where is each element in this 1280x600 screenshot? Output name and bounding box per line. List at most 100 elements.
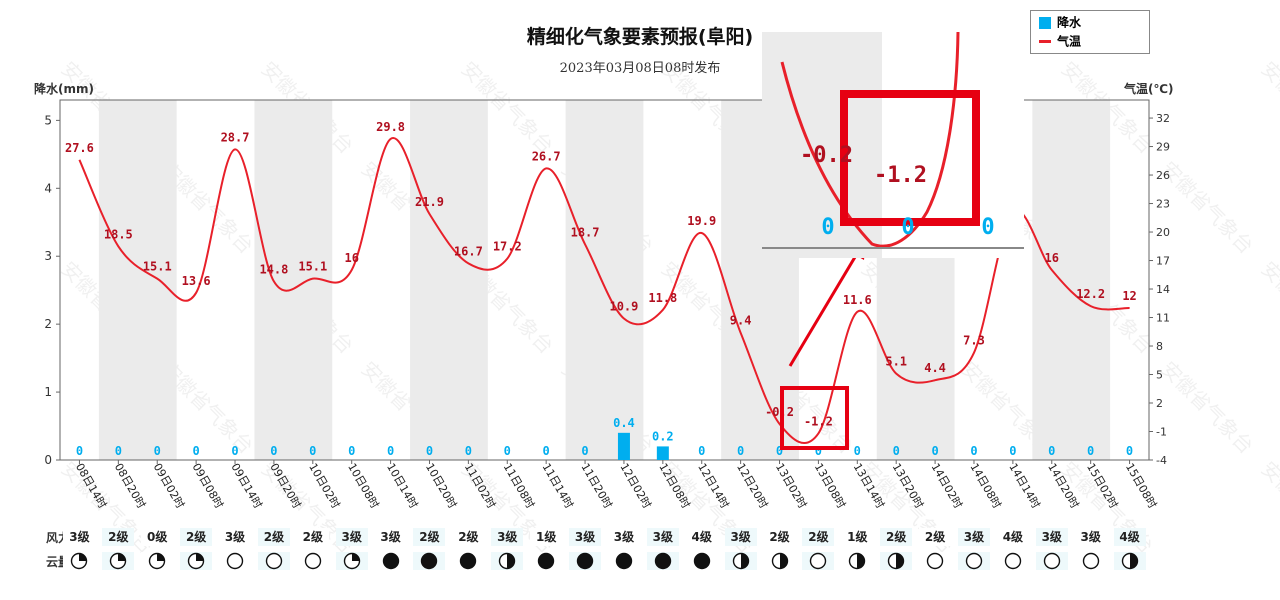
temp-label: 10.9: [609, 299, 638, 313]
wind-value: 4级: [996, 528, 1029, 546]
cloud-fill: [351, 553, 360, 561]
cloud-cover-icon: [841, 552, 874, 570]
watermark-text: 安徽省气象台: [1256, 57, 1280, 159]
cloud-fill: [896, 553, 904, 569]
temp-label: 11.6: [843, 293, 872, 307]
cloud-cover-icon: [335, 552, 368, 570]
cloud-cover-icon: [296, 552, 329, 570]
precip-label: 0: [231, 444, 238, 458]
precip-label: 0: [854, 444, 861, 458]
precip-label: 0: [931, 444, 938, 458]
cloud-cover-icon: [646, 552, 679, 570]
cloud-fill: [616, 553, 632, 569]
temp-label: 28.7: [221, 130, 250, 144]
wind-value: 3级: [335, 528, 368, 546]
right-tick-label: 14: [1156, 283, 1170, 296]
cloud-circle: [1082, 552, 1099, 570]
right-tick-label: 23: [1156, 198, 1170, 211]
x-tick-label: 14日14时: [1006, 461, 1042, 511]
cloud-circle: [304, 552, 321, 570]
temp-label: 21.9: [415, 195, 444, 209]
right-axis-title: 气温(℃): [1124, 82, 1174, 96]
x-tick-label: 15日08时: [1123, 461, 1159, 511]
temp-label: 19.9: [687, 214, 716, 228]
temp-label: 18.7: [571, 225, 600, 239]
arrow-shaft: [788, 251, 860, 367]
cloud-circle: [810, 552, 827, 570]
x-tick-label: 12日02时: [617, 461, 653, 511]
x-tick-label: 10日20时: [423, 461, 459, 511]
temp-label: 15.1: [143, 260, 172, 274]
precip-label: 0: [115, 444, 122, 458]
inset-precip-label: 0: [821, 215, 834, 240]
precip-label: 0: [815, 444, 822, 458]
temp-label: -1.2: [804, 414, 833, 428]
wind-value: 3级: [569, 528, 602, 546]
cloud-cover-icon: [257, 552, 290, 570]
cloud-cover-icon: [1113, 552, 1146, 570]
precip-label: 0: [76, 444, 83, 458]
left-tick-label: 4: [44, 181, 52, 195]
legend-item-temp[interactable]: 气温: [1039, 33, 1081, 49]
right-tick-label: 2: [1156, 397, 1163, 410]
night-band: [98, 100, 177, 460]
legend-item-precip[interactable]: 降水: [1039, 14, 1081, 30]
precip-label: 0: [504, 444, 511, 458]
precip-label: 0: [698, 444, 705, 458]
cloud-cover-icon: [413, 552, 446, 570]
right-tick-label: 11: [1156, 312, 1170, 325]
highlight-box: [780, 386, 849, 450]
right-tick-label: -4: [1156, 454, 1167, 467]
cloud-cover-icon: [219, 552, 252, 570]
cloud-circle: [926, 552, 944, 570]
right-tick-label: 32: [1156, 112, 1170, 125]
temp-label: 12.2: [1076, 287, 1105, 301]
x-tick-label: 13日02时: [773, 461, 809, 511]
temp-label: 17.2: [493, 240, 522, 254]
cloud-fill: [857, 553, 865, 569]
cloud-cover-icon: [802, 552, 835, 570]
cloud-fill: [118, 553, 126, 561]
cloud-cover-icon: [996, 552, 1029, 570]
right-tick-label: 5: [1156, 369, 1163, 382]
inset-temp-label: -1.2: [874, 163, 927, 188]
wind-value: 3级: [1035, 528, 1068, 546]
right-tick-label: 8: [1156, 340, 1163, 353]
precip-label: 0: [426, 444, 433, 458]
temp-label: 7.3: [963, 334, 985, 348]
temp-swatch: [1039, 40, 1051, 43]
precip-label: 0: [270, 444, 277, 458]
zoom-inset-canvas: -0.2 -1.2 0 0 0: [762, 32, 1024, 258]
cloud-fill: [694, 553, 710, 569]
x-tick-label: 10日08时: [345, 461, 381, 511]
wind-value: 1级: [841, 528, 874, 546]
cloud-fill: [538, 553, 554, 569]
inset-precip-label: 0: [981, 215, 994, 240]
x-tick-label: 11日20时: [578, 461, 614, 511]
wind-value: 3级: [724, 528, 757, 546]
precip-label: 0: [309, 444, 316, 458]
inset-highlight-box: [840, 90, 980, 226]
cloud-cover-icon: [1035, 552, 1068, 570]
temp-label: 9.4: [730, 314, 752, 328]
wind-value: 2级: [102, 528, 135, 546]
watermark-text: 安徽省气象台: [1256, 457, 1280, 559]
wind-value: 1级: [530, 528, 563, 546]
precip-label: 0: [543, 444, 550, 458]
temp-label: 14.8: [259, 262, 288, 276]
precip-label: 0: [1009, 444, 1016, 458]
night-band: [1032, 100, 1111, 460]
wind-value: 0级: [141, 528, 174, 546]
legend: 降水 气温: [1030, 10, 1150, 54]
cloud-cover-icon: [763, 552, 796, 570]
cloud-cover-icon: [1074, 552, 1107, 570]
precip-label: 0: [581, 444, 588, 458]
right-tick-label: 29: [1156, 141, 1170, 154]
wind-value: 3级: [1074, 528, 1107, 546]
cloud-cover-icon: [452, 552, 485, 570]
x-tick-label: 09日14时: [228, 461, 264, 511]
cloud-cover-icon: [141, 552, 174, 570]
wind-value: 2级: [919, 528, 952, 546]
temp-label: 26.7: [532, 149, 561, 163]
temp-label: 11.8: [648, 291, 677, 305]
